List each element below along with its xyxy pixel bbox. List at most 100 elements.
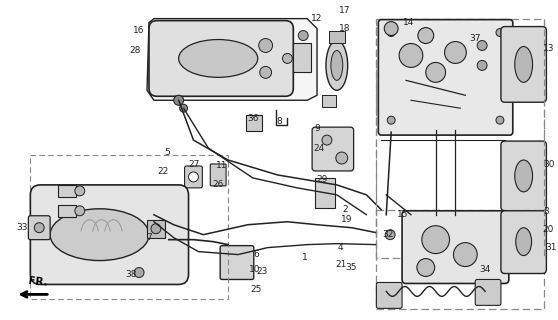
Circle shape [387, 28, 395, 36]
Ellipse shape [50, 209, 149, 260]
Ellipse shape [326, 41, 348, 90]
Circle shape [75, 186, 85, 196]
Circle shape [322, 135, 332, 145]
Text: 5: 5 [164, 148, 170, 156]
Circle shape [454, 243, 477, 267]
Text: 35: 35 [345, 263, 357, 272]
Circle shape [477, 41, 487, 51]
Text: 8: 8 [277, 117, 282, 126]
FancyBboxPatch shape [501, 211, 546, 274]
Text: FR.: FR. [28, 276, 49, 287]
Ellipse shape [515, 46, 532, 82]
FancyBboxPatch shape [185, 166, 203, 188]
Circle shape [384, 22, 398, 36]
Circle shape [445, 42, 466, 63]
Bar [376, 210, 545, 309]
Circle shape [422, 226, 450, 253]
Ellipse shape [516, 228, 532, 256]
Ellipse shape [331, 51, 343, 80]
FancyBboxPatch shape [475, 279, 501, 305]
FancyBboxPatch shape [376, 283, 402, 308]
Text: 1: 1 [302, 253, 308, 262]
Text: 23: 23 [256, 267, 267, 276]
Circle shape [259, 38, 272, 52]
Text: 13: 13 [542, 44, 554, 53]
Circle shape [387, 116, 395, 124]
Bar [329, 31, 345, 43]
FancyBboxPatch shape [312, 127, 354, 171]
Circle shape [417, 259, 435, 276]
Circle shape [418, 28, 434, 44]
Bar [376, 19, 545, 258]
Circle shape [282, 53, 292, 63]
Text: 30: 30 [543, 160, 555, 170]
FancyBboxPatch shape [501, 27, 546, 102]
FancyBboxPatch shape [28, 216, 50, 240]
Text: 10: 10 [249, 265, 261, 274]
Text: 29: 29 [316, 175, 328, 184]
Text: 7: 7 [146, 233, 152, 242]
Circle shape [34, 223, 44, 233]
Bar [322, 95, 336, 107]
Ellipse shape [515, 160, 532, 192]
FancyBboxPatch shape [149, 20, 294, 96]
Text: 22: 22 [157, 167, 169, 176]
Text: 20: 20 [543, 225, 554, 234]
FancyBboxPatch shape [402, 211, 509, 284]
Text: 17: 17 [339, 6, 350, 15]
Text: 38: 38 [126, 270, 137, 279]
FancyBboxPatch shape [30, 185, 189, 284]
FancyBboxPatch shape [501, 141, 546, 211]
Bar [147, 220, 165, 238]
Circle shape [174, 95, 184, 105]
Circle shape [134, 268, 144, 277]
Circle shape [336, 152, 348, 164]
FancyBboxPatch shape [220, 246, 254, 279]
Text: 27: 27 [189, 160, 200, 170]
Circle shape [299, 31, 308, 41]
Bar [58, 185, 76, 197]
Circle shape [385, 230, 395, 240]
Circle shape [259, 67, 272, 78]
Circle shape [180, 104, 187, 112]
Circle shape [75, 206, 85, 216]
Text: 15: 15 [397, 210, 409, 219]
FancyBboxPatch shape [378, 20, 513, 135]
Bar [315, 178, 335, 208]
Text: 21: 21 [335, 260, 347, 269]
Circle shape [496, 28, 504, 36]
Text: 18: 18 [339, 24, 350, 33]
Text: 24: 24 [314, 144, 325, 153]
Text: 32: 32 [383, 230, 394, 239]
Bar [294, 43, 311, 72]
Text: 36: 36 [247, 114, 258, 123]
Text: 4: 4 [338, 243, 344, 252]
Text: 37: 37 [469, 34, 481, 43]
Bar [30, 155, 228, 300]
Bar [246, 115, 262, 131]
Text: 31: 31 [546, 243, 557, 252]
Text: 11: 11 [217, 162, 228, 171]
Text: 12: 12 [311, 14, 323, 23]
Text: 19: 19 [341, 215, 353, 224]
Text: 33: 33 [17, 223, 28, 232]
Text: 16: 16 [133, 26, 145, 35]
Ellipse shape [179, 40, 258, 77]
Bar [58, 205, 76, 217]
Text: 2: 2 [342, 205, 348, 214]
Circle shape [496, 116, 504, 124]
Text: 28: 28 [129, 46, 141, 55]
FancyBboxPatch shape [210, 164, 226, 186]
Circle shape [150, 211, 158, 219]
Circle shape [151, 224, 161, 234]
Circle shape [426, 62, 445, 82]
Text: 6: 6 [253, 250, 258, 259]
Text: 9: 9 [314, 124, 320, 132]
Circle shape [189, 172, 199, 182]
Text: 34: 34 [479, 265, 491, 274]
Text: 3: 3 [543, 207, 549, 216]
Polygon shape [147, 19, 317, 100]
Text: 25: 25 [250, 285, 262, 294]
Text: 26: 26 [213, 180, 224, 189]
Circle shape [150, 218, 158, 226]
